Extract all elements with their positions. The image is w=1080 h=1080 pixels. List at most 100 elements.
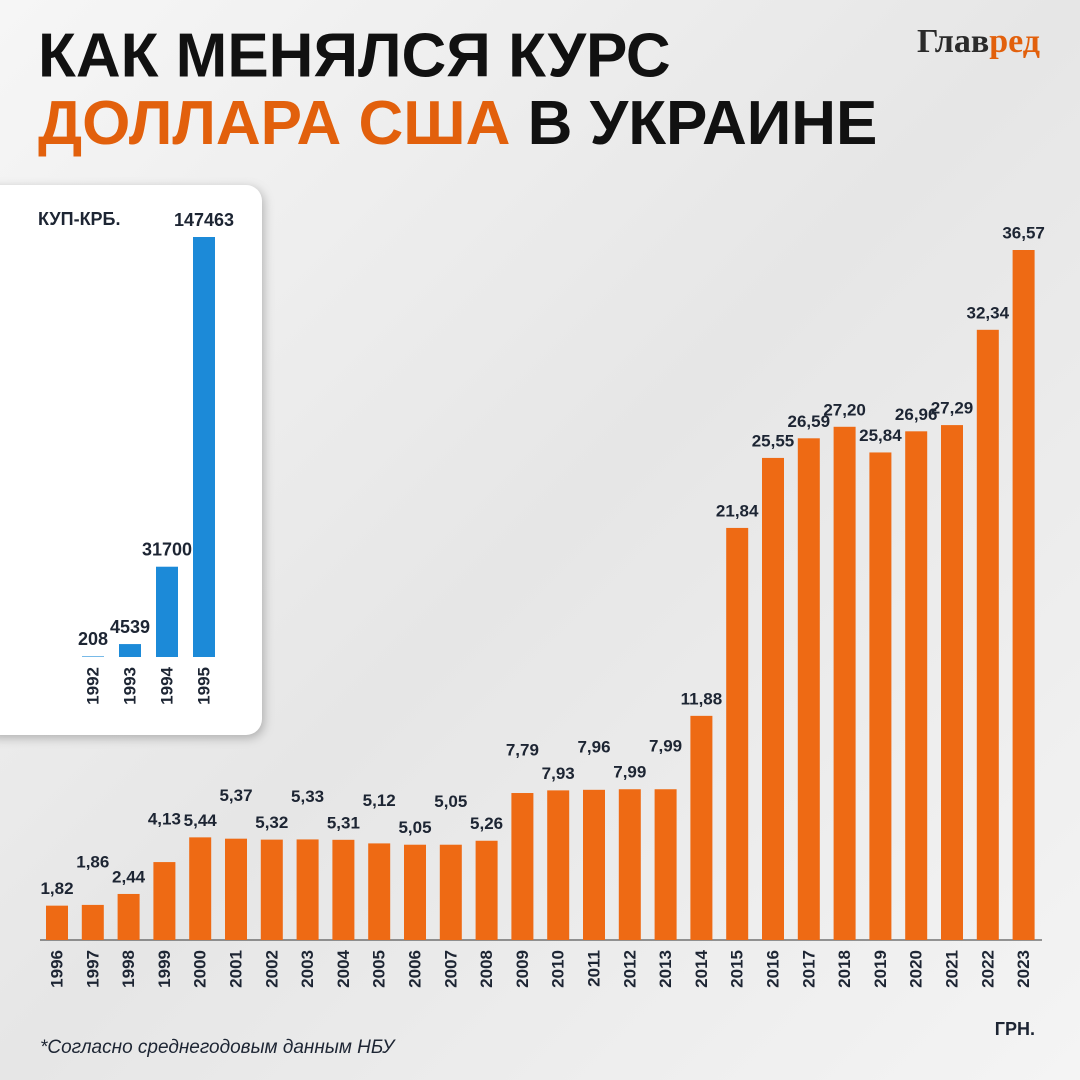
value-label: 7,93 <box>542 764 575 783</box>
bar <box>618 789 641 940</box>
x-tick-label: 1998 <box>119 950 138 988</box>
x-tick-label: 2017 <box>799 950 818 988</box>
x-tick-label: 2011 <box>584 950 603 987</box>
unit-label: ГРН. <box>995 1019 1035 1039</box>
x-tick-label: 2019 <box>871 950 890 988</box>
x-tick-label: 1992 <box>83 667 102 705</box>
footnote: *Согласно среднегодовым данным НБУ <box>40 1037 396 1058</box>
x-tick-label: 2009 <box>513 950 532 988</box>
x-tick-label: 2023 <box>1014 950 1033 988</box>
value-label: 11,88 <box>681 689 723 708</box>
bar <box>869 452 892 940</box>
bar <box>547 790 570 940</box>
x-tick-label: 2018 <box>835 950 854 988</box>
value-label: 2,44 <box>112 867 146 886</box>
bar <box>654 789 677 940</box>
bar <box>726 527 749 940</box>
value-label: 4539 <box>110 617 150 637</box>
x-tick-label: 2020 <box>907 950 926 988</box>
x-tick-label: 2006 <box>405 950 424 988</box>
value-label: 21,84 <box>716 501 759 520</box>
bar <box>1012 250 1035 940</box>
value-label: 5,31 <box>327 813 360 832</box>
value-label: 32,34 <box>967 303 1010 322</box>
bar <box>82 656 104 657</box>
bar <box>189 837 212 940</box>
title-line-1: КАК МЕНЯЛСЯ КУРС <box>38 21 671 90</box>
bar <box>511 793 534 940</box>
x-tick-label: 1997 <box>83 950 102 988</box>
x-tick-label: 2004 <box>334 949 353 987</box>
value-label: 5,12 <box>363 791 396 810</box>
value-label: 5,05 <box>434 792 467 811</box>
value-label: 1,86 <box>76 852 109 871</box>
bar <box>46 905 68 940</box>
x-tick-label: 2001 <box>226 950 245 988</box>
bar <box>404 844 426 940</box>
x-tick-label: 2016 <box>763 950 782 988</box>
value-label: 5,37 <box>219 786 252 805</box>
title-rest: В УКРАИНЕ <box>528 89 878 158</box>
title-line-2: ДОЛЛАРА США В УКРАИНЕ <box>38 89 877 158</box>
value-label: 27,29 <box>931 399 974 418</box>
value-label: 1,82 <box>40 879 73 898</box>
bar <box>296 839 319 940</box>
value-label: 26,96 <box>895 405 938 424</box>
value-label: 5,05 <box>398 818 431 837</box>
bar <box>762 457 784 940</box>
value-label: 4,13 <box>148 810 181 829</box>
x-tick-label: 1999 <box>155 950 174 988</box>
x-tick-label: 2012 <box>620 950 639 988</box>
value-label: 27,20 <box>823 400 866 419</box>
bar <box>368 843 391 940</box>
value-label: 25,55 <box>752 431 795 450</box>
bar <box>119 644 141 657</box>
x-tick-label: 2008 <box>477 950 496 988</box>
x-tick-label: 1996 <box>47 950 66 988</box>
bar <box>690 715 713 940</box>
bar <box>156 566 178 657</box>
x-tick-label: 1995 <box>194 667 213 705</box>
bar <box>225 838 247 940</box>
value-label: 147463 <box>174 210 234 230</box>
value-label: 7,99 <box>613 763 646 782</box>
value-label: 5,33 <box>291 787 324 806</box>
bar <box>153 862 176 940</box>
x-tick-label: 2013 <box>656 950 675 988</box>
bar <box>439 844 462 940</box>
bar <box>117 893 140 940</box>
bar <box>81 904 104 940</box>
bar <box>941 425 963 940</box>
value-label: 7,79 <box>506 741 539 760</box>
bar <box>583 789 605 940</box>
bar <box>976 329 999 941</box>
value-label: 5,32 <box>255 813 288 832</box>
x-tick-label: 2021 <box>942 950 961 988</box>
value-label: 25,84 <box>859 426 902 445</box>
x-tick-label: 2002 <box>262 950 281 988</box>
x-tick-label: 2022 <box>978 950 997 988</box>
bar <box>905 431 928 940</box>
x-tick-label: 1994 <box>157 666 176 704</box>
value-label: 26,59 <box>788 412 831 431</box>
bar <box>475 840 498 940</box>
x-tick-label: 2003 <box>298 950 317 988</box>
value-label: 208 <box>78 629 108 649</box>
x-tick-label: 2015 <box>728 950 747 988</box>
bar <box>332 839 355 940</box>
unit-label: КУП-КРБ. <box>38 209 121 229</box>
logo-part-1: Глав <box>917 23 989 60</box>
x-tick-label: 2000 <box>191 950 210 988</box>
x-tick-label: 2010 <box>549 950 568 988</box>
value-label: 31700 <box>142 539 192 559</box>
logo: Главред <box>917 23 1040 60</box>
value-label: 7,96 <box>577 737 610 756</box>
value-label: 5,44 <box>184 811 218 830</box>
x-tick-label: 1993 <box>120 667 139 705</box>
value-label: 5,26 <box>470 814 503 833</box>
value-label: 7,99 <box>649 737 682 756</box>
bar <box>193 237 215 657</box>
x-tick-label: 2007 <box>441 950 460 988</box>
